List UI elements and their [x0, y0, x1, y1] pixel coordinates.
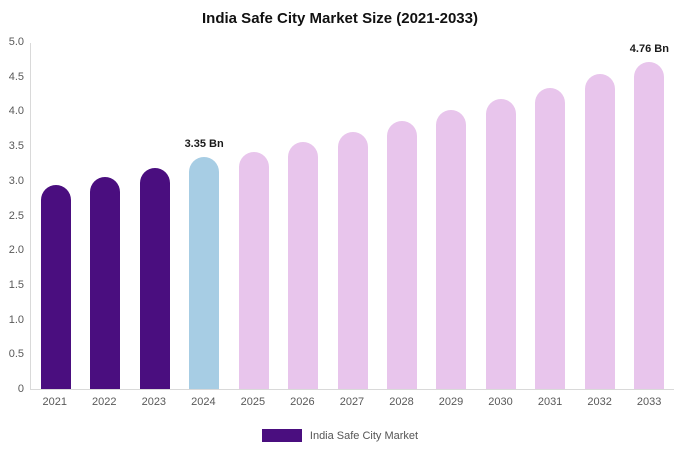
bar-2033	[634, 62, 665, 389]
bar-value-label-2033: 4.76 Bn	[629, 43, 669, 55]
bar-2031	[535, 87, 566, 389]
bar-slot-2027	[328, 43, 377, 389]
y-axis: 0 0.5 1.0 1.5 2.0 2.5 3.0 3.5 4.0 4.5 5.0	[0, 37, 26, 395]
y-tick-label: 3.0	[8, 174, 24, 187]
x-tick-label-2024: 2024	[191, 396, 216, 408]
plot-area: 3.35 Bn 4.76 Bn	[30, 43, 674, 390]
bar-slot-2031	[526, 43, 575, 389]
bar-2022	[90, 176, 121, 389]
bar-slot-2030	[476, 43, 525, 389]
bar-slot-2029	[427, 43, 476, 389]
legend: India Safe City Market	[0, 429, 680, 442]
y-tick-label: 4.5	[8, 70, 24, 83]
bar-slot-2026	[278, 43, 327, 389]
x-tick-label-2031: 2031	[537, 396, 563, 408]
x-tick-label-2025: 2025	[240, 396, 266, 408]
x-tick-label-2029: 2029	[438, 396, 464, 408]
x-tick-label-2032: 2032	[587, 396, 612, 408]
x-tick-label-2026: 2026	[290, 396, 315, 408]
bar-slot-2022	[80, 43, 129, 389]
x-tick-label-2021: 2021	[42, 396, 67, 408]
bar-2028	[387, 120, 418, 389]
x-tick-label-2033: 2033	[636, 396, 662, 408]
y-tick-label: 1.0	[8, 313, 24, 326]
bar-slot-2021	[31, 43, 80, 389]
x-axis-labels: 2021 2022 2023 2024 2025 2026 2027 2028 2029 2030…	[30, 396, 674, 408]
bar-2026	[288, 141, 319, 389]
legend-swatch-icon	[261, 429, 302, 442]
bars: 3.35 Bn 4.76 Bn	[31, 43, 674, 389]
x-tick-label-2027: 2027	[339, 396, 365, 408]
bar-2023	[139, 167, 170, 389]
bar-slot-2033: 4.76 Bn	[625, 43, 674, 389]
bar-2024	[189, 157, 220, 389]
bar-slot-2032	[575, 43, 624, 389]
x-tick-label-2022: 2022	[92, 396, 117, 408]
bar-2027	[337, 131, 368, 389]
bar-2029	[436, 110, 467, 389]
y-tick-label: 3.5	[8, 140, 24, 153]
x-tick-label-2030: 2030	[488, 396, 513, 408]
legend-label: India Safe City Market	[309, 429, 419, 442]
bar-slot-2024: 3.35 Bn	[179, 43, 228, 389]
bar-value-label-2024: 3.35 Bn	[184, 138, 224, 151]
bar-slot-2025	[229, 43, 278, 389]
y-tick-label: 0.5	[8, 348, 24, 361]
bar-slot-2023	[130, 43, 179, 389]
y-tick-label: 4.0	[8, 105, 24, 118]
y-tick-label: 5.0	[8, 36, 24, 48]
y-tick-label: 2.0	[8, 244, 24, 257]
y-tick-label: 0	[17, 383, 24, 395]
y-tick-label: 1.5	[8, 278, 24, 291]
bar-2032	[584, 74, 615, 389]
y-tick-label: 2.5	[8, 209, 24, 222]
x-tick-label-2028: 2028	[389, 396, 414, 408]
bar-slot-2028	[377, 43, 426, 389]
bar-2030	[485, 99, 516, 389]
bar-2025	[238, 151, 269, 389]
x-tick-label-2023: 2023	[141, 396, 167, 408]
chart-title: India Safe City Market Size (2021-2033)	[202, 10, 478, 27]
bar-2021	[40, 184, 71, 389]
